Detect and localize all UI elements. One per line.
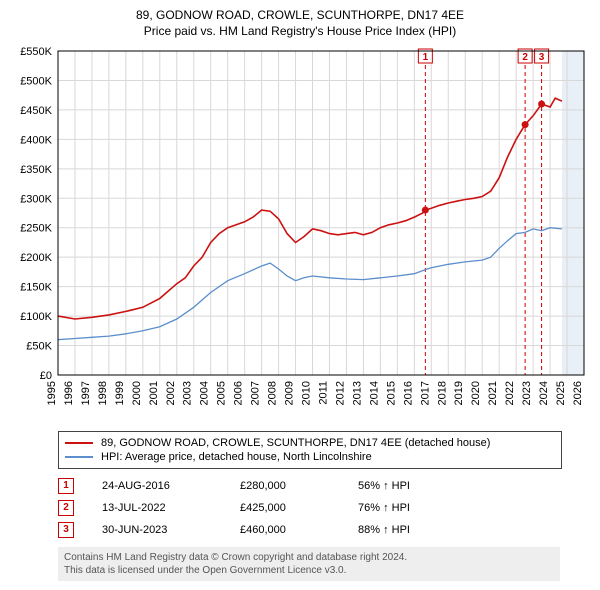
svg-text:£350K: £350K <box>20 164 52 176</box>
marker-box-1: 1 <box>58 478 74 494</box>
svg-text:3: 3 <box>539 52 545 63</box>
marker-price-1: £280,000 <box>240 480 330 492</box>
legend-row-2: HPI: Average price, detached house, Nort… <box>65 450 555 464</box>
legend: 89, GODNOW ROAD, CROWLE, SCUNTHORPE, DN1… <box>58 431 562 469</box>
svg-text:£500K: £500K <box>20 76 52 88</box>
marker-box-2: 2 <box>58 500 74 516</box>
svg-text:£400K: £400K <box>20 135 52 147</box>
legend-swatch-1 <box>65 442 93 444</box>
svg-text:£550K: £550K <box>20 46 52 58</box>
svg-text:2015: 2015 <box>385 381 397 405</box>
svg-text:2023: 2023 <box>521 381 533 405</box>
marker-date-1: 24-AUG-2016 <box>102 480 212 492</box>
svg-text:2010: 2010 <box>301 381 313 405</box>
svg-text:1995: 1995 <box>46 381 58 405</box>
svg-text:£200K: £200K <box>20 252 52 264</box>
svg-text:2016: 2016 <box>402 381 414 405</box>
svg-text:2001: 2001 <box>148 381 160 405</box>
svg-text:£150K: £150K <box>20 282 52 294</box>
svg-text:2021: 2021 <box>487 381 499 405</box>
svg-text:1997: 1997 <box>80 381 92 405</box>
svg-text:2011: 2011 <box>317 381 329 405</box>
marker-table: 1 24-AUG-2016 £280,000 56% ↑ HPI 2 13-JU… <box>58 475 548 541</box>
svg-text:2019: 2019 <box>453 381 465 405</box>
svg-text:2008: 2008 <box>267 381 279 405</box>
svg-text:2002: 2002 <box>165 381 177 405</box>
marker-date-2: 13-JUL-2022 <box>102 502 212 514</box>
marker-pct-1: 56% ↑ HPI <box>358 480 468 492</box>
svg-text:£0: £0 <box>40 370 52 382</box>
attribution-line1: Contains HM Land Registry data © Crown c… <box>64 551 554 564</box>
svg-text:2014: 2014 <box>368 381 380 405</box>
attribution-line2: This data is licensed under the Open Gov… <box>64 564 554 577</box>
svg-text:2: 2 <box>522 52 528 63</box>
svg-text:2000: 2000 <box>131 381 143 405</box>
svg-text:£300K: £300K <box>20 193 52 205</box>
legend-label-1: 89, GODNOW ROAD, CROWLE, SCUNTHORPE, DN1… <box>101 437 490 449</box>
marker-box-3: 3 <box>58 522 74 538</box>
svg-text:2018: 2018 <box>436 381 448 405</box>
svg-text:2005: 2005 <box>216 381 228 405</box>
title-line2: Price paid vs. HM Land Registry's House … <box>8 24 592 40</box>
title-line1: 89, GODNOW ROAD, CROWLE, SCUNTHORPE, DN1… <box>8 8 592 24</box>
svg-text:£450K: £450K <box>20 105 52 117</box>
svg-text:2017: 2017 <box>419 381 431 405</box>
chart: £0 £50K £100K £150K £200K £250K £300K £350K £400… <box>8 45 592 425</box>
legend-swatch-2 <box>65 456 93 458</box>
marker-row: 1 24-AUG-2016 £280,000 56% ↑ HPI <box>58 475 548 497</box>
svg-text:2003: 2003 <box>182 381 194 405</box>
svg-text:1: 1 <box>423 52 429 63</box>
svg-text:£100K: £100K <box>20 311 52 323</box>
chart-titles: 89, GODNOW ROAD, CROWLE, SCUNTHORPE, DN1… <box>8 8 592 39</box>
svg-text:1999: 1999 <box>114 381 126 405</box>
marker-price-3: £460,000 <box>240 524 330 536</box>
svg-text:2024: 2024 <box>538 381 550 405</box>
svg-text:2009: 2009 <box>284 381 296 405</box>
marker-pct-2: 76% ↑ HPI <box>358 502 468 514</box>
svg-text:2025: 2025 <box>555 381 567 405</box>
svg-text:2020: 2020 <box>470 381 482 405</box>
marker-date-3: 30-JUN-2023 <box>102 524 212 536</box>
svg-text:2022: 2022 <box>504 381 516 405</box>
svg-text:2007: 2007 <box>250 381 262 405</box>
svg-text:2004: 2004 <box>199 381 211 405</box>
marker-row: 3 30-JUN-2023 £460,000 88% ↑ HPI <box>58 519 548 541</box>
marker-price-2: £425,000 <box>240 502 330 514</box>
svg-text:2013: 2013 <box>351 381 363 405</box>
chart-svg: £0 £50K £100K £150K £200K £250K £300K £350K £400… <box>8 45 592 425</box>
svg-text:1996: 1996 <box>63 381 75 405</box>
attribution: Contains HM Land Registry data © Crown c… <box>58 547 560 581</box>
svg-text:£50K: £50K <box>26 341 52 353</box>
legend-label-2: HPI: Average price, detached house, Nort… <box>101 451 372 463</box>
svg-text:2026: 2026 <box>572 381 584 405</box>
svg-text:1998: 1998 <box>97 381 109 405</box>
marker-row: 2 13-JUL-2022 £425,000 76% ↑ HPI <box>58 497 548 519</box>
legend-row-1: 89, GODNOW ROAD, CROWLE, SCUNTHORPE, DN1… <box>65 436 555 450</box>
svg-text:2006: 2006 <box>233 381 245 405</box>
svg-text:£250K: £250K <box>20 223 52 235</box>
marker-pct-3: 88% ↑ HPI <box>358 524 468 536</box>
svg-text:2012: 2012 <box>334 381 346 405</box>
